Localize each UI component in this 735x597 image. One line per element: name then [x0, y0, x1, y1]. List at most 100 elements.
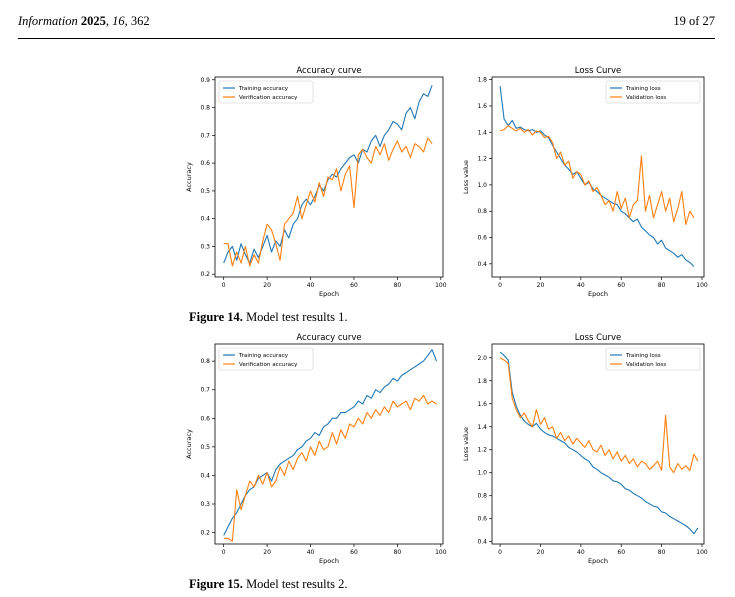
y-tick-label: 1.6 [477, 103, 487, 110]
x-tick-label: 80 [658, 549, 666, 556]
journal-citation: Information 2025, 16, 362 [18, 14, 150, 28]
y-tick-label: 0.2 [200, 271, 210, 278]
y-tick-label: 0.8 [200, 358, 210, 365]
x-tick-label: 0 [222, 282, 226, 289]
x-tick-label: 40 [577, 549, 585, 556]
x-axis-label: Epoch [319, 290, 339, 298]
x-tick-label: 20 [263, 282, 271, 289]
legend-entry: Training accuracy [238, 86, 289, 92]
y-tick-label: 1.2 [477, 447, 487, 454]
legend-entry: Verification accuracy [239, 362, 298, 368]
series-line-training [223, 85, 433, 264]
y-tick-label: 0.2 [200, 530, 210, 537]
y-axis-label: Accuracy [185, 429, 193, 459]
x-axis-label: Epoch [588, 557, 608, 565]
fig14-loss-chart: Loss Curve 0 20 40 60 80 100 0.4 0.6 0.8 1.0 1.2 1.4… [462, 66, 708, 298]
y-tick-label: 1.8 [477, 77, 487, 84]
plot-frame [214, 76, 444, 278]
x-tick-label: 100 [696, 282, 708, 289]
series-line-training [499, 86, 695, 267]
figure-15-label: Figure 15. [189, 577, 243, 591]
figure-15-caption: Figure 15. Model test results 2. [189, 577, 347, 592]
legend: Training accuracy Verification accuracy [218, 347, 314, 371]
x-tick-label: 20 [263, 549, 271, 556]
series-line-training [223, 349, 438, 536]
y-tick-label: 1.0 [477, 182, 487, 189]
chart-title: Loss Curve [575, 66, 621, 76]
y-tick-label: 1.0 [477, 470, 487, 477]
y-tick-label: 0.7 [200, 132, 210, 139]
plot-frame [491, 343, 705, 545]
x-tick-label: 0 [498, 282, 502, 289]
y-tick-label: 0.4 [200, 216, 210, 223]
y-tick-label: 0.4 [200, 472, 210, 479]
y-axis-label: Loss value [462, 160, 470, 194]
chart-title: Accuracy curve [296, 333, 361, 343]
x-tick-label: 80 [394, 282, 402, 289]
y-tick-label: 0.5 [200, 188, 210, 195]
article-number: 362 [130, 14, 150, 28]
y-tick-label: 1.4 [477, 424, 487, 431]
y-tick-label: 0.6 [477, 235, 487, 242]
x-tick-label: 60 [350, 549, 358, 556]
legend-box [218, 347, 314, 371]
header-rule [18, 38, 715, 39]
chart-title: Accuracy curve [296, 66, 361, 76]
y-tick-label: 0.3 [200, 501, 210, 508]
y-axis-label: Accuracy [185, 162, 193, 192]
legend-entry: Validation loss [626, 95, 666, 101]
y-tick-label: 1.4 [477, 129, 487, 136]
figure-14-label: Figure 14. [189, 310, 243, 324]
journal-name: Information [18, 14, 78, 28]
fig15-accuracy-chart: Accuracy curve 0 20 40 60 80 100 0.2 0.3 0.4 0.5 0.… [185, 333, 447, 565]
legend-entry: Training loss [625, 353, 661, 359]
y-tick-label: 0.7 [200, 387, 210, 394]
x-tick-label: 40 [307, 282, 315, 289]
legend: Training loss Validation loss [605, 347, 701, 371]
journal-volume: 16 [112, 14, 125, 28]
y-tick-label: 1.6 [477, 401, 487, 408]
figure-14-text: Model test results 1. [246, 310, 348, 324]
y-tick-label: 0.6 [200, 415, 210, 422]
x-tick-label: 60 [617, 549, 625, 556]
fig14-accuracy-chart: Accuracy curve 0 20 40 60 80 100 0.2 0.3 0.4 0.5 0.… [185, 66, 447, 298]
page-number: 19 of 27 [673, 14, 715, 28]
y-tick-label: 2.0 [477, 355, 487, 362]
x-tick-label: 100 [435, 282, 447, 289]
y-tick-label: 0.8 [477, 493, 487, 500]
y-axis-label: Loss value [462, 427, 470, 461]
y-tick-label: 1.2 [477, 156, 487, 163]
y-tick-label: 0.4 [477, 261, 487, 268]
series-line-validation [223, 394, 437, 542]
legend-box [605, 347, 701, 371]
x-axis-label: Epoch [319, 557, 339, 565]
x-tick-label: 20 [537, 282, 545, 289]
x-tick-label: 20 [537, 549, 545, 556]
running-header: Information 2025, 16, 362 19 of 27 [18, 14, 715, 30]
x-axis-label: Epoch [588, 290, 608, 298]
x-tick-label: 80 [658, 282, 666, 289]
figure-14-caption: Figure 14. Model test results 1. [189, 310, 347, 325]
journal-year: 2025 [80, 14, 106, 28]
x-tick-label: 0 [498, 549, 502, 556]
legend-entry: Verification accuracy [239, 95, 298, 101]
y-tick-label: 0.6 [200, 160, 210, 167]
x-tick-label: 40 [577, 282, 585, 289]
chart-title: Loss Curve [575, 333, 621, 343]
figure-15-text: Model test results 2. [246, 577, 348, 591]
x-tick-label: 60 [617, 282, 625, 289]
x-tick-label: 100 [696, 549, 708, 556]
legend-entry: Training accuracy [238, 353, 289, 359]
y-tick-label: 0.3 [200, 243, 210, 250]
y-tick-label: 0.4 [477, 539, 487, 546]
y-tick-label: 0.8 [477, 208, 487, 215]
x-tick-label: 40 [307, 549, 315, 556]
legend-box [605, 80, 701, 104]
plot-frame [214, 343, 444, 545]
series-line-validation [499, 125, 695, 225]
legend-box [218, 80, 314, 104]
y-tick-label: 0.6 [477, 516, 487, 523]
fig15-loss-chart: Loss Curve 0 20 40 60 80 100 0.4 0.6 0.8 1.0 1.2 1.4… [462, 333, 708, 565]
series-line-validation [223, 137, 433, 267]
y-tick-label: 0.8 [200, 105, 210, 112]
